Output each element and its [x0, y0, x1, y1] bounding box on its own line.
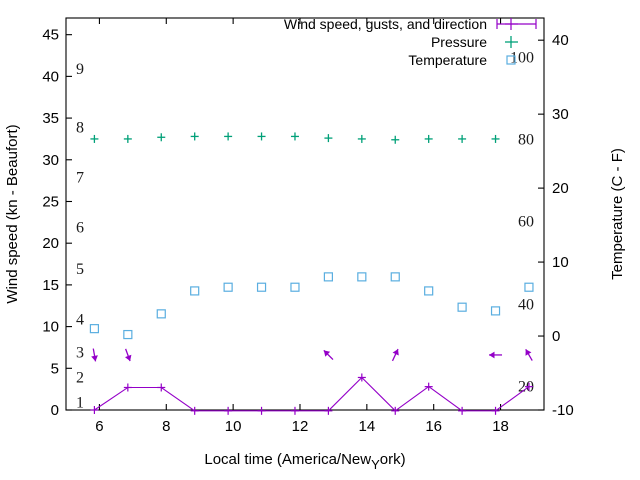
beaufort-label: 1 [76, 395, 84, 412]
left-tick-label: 15 [42, 277, 59, 294]
left-tick-label: 45 [42, 27, 59, 44]
beaufort-label: 7 [76, 169, 84, 186]
beaufort-label: 6 [76, 220, 84, 237]
temperature-point [490, 306, 501, 316]
left-tick-label: 30 [42, 152, 59, 169]
temperature-point [357, 272, 367, 282]
fahrenheit-label: 60 [518, 214, 534, 231]
arrow-head [489, 351, 495, 359]
x-tick-label: 6 [95, 418, 103, 435]
temperature-point [89, 324, 100, 334]
fahrenheit-label: 100 [510, 49, 534, 66]
beaufort-label: 9 [76, 61, 84, 78]
plot-frame [65, 17, 545, 411]
fahrenheit-label: 80 [518, 132, 534, 149]
x-tick-label: 12 [292, 418, 309, 435]
y-axis-right-label: Temperature (C - F) [609, 148, 626, 280]
x-tick-label: 10 [225, 418, 242, 435]
x-axis-label: Local time (America/NewYork) [204, 451, 405, 472]
arrow-head [525, 349, 532, 356]
legend-label-temperature: Temperature [408, 52, 487, 68]
series-pressure [90, 132, 500, 144]
wind-direction-arrow [525, 348, 533, 361]
wind-direction-arrow [489, 351, 503, 359]
temperature-point [524, 282, 534, 292]
right-tick-label: 10 [552, 254, 569, 271]
arrow-head [125, 354, 132, 362]
fahrenheit-label: 40 [518, 296, 534, 313]
chart-legend: Wind speed, gusts, and direction Pressur… [284, 16, 537, 68]
left-tick-label: 20 [42, 235, 59, 252]
legend-marker-wind-speed [496, 18, 537, 30]
temperature-point [190, 286, 200, 296]
temperature-point [323, 272, 333, 282]
beaufort-label: 2 [76, 370, 84, 387]
temperature-point [290, 282, 300, 292]
wind-direction-arrow [125, 348, 132, 362]
arrow-head [392, 349, 399, 356]
series-temperature [89, 272, 534, 340]
temperature-point [256, 282, 267, 292]
x-tick-label: 14 [358, 418, 375, 435]
left-tick-label: 25 [42, 193, 59, 210]
legend-marker-pressure [505, 36, 518, 48]
temperature-point [424, 286, 434, 296]
x-tick-label: 18 [492, 418, 509, 435]
left-tick-label: 40 [42, 68, 59, 85]
left-tick-label: 0 [51, 402, 59, 419]
right-tick-label: 0 [552, 328, 560, 345]
wind-direction-arrows [91, 348, 533, 362]
legend-label-pressure: Pressure [431, 34, 487, 50]
beaufort-label: 4 [76, 311, 84, 328]
temperature-point [223, 282, 233, 292]
beaufort-scale-labels: 1 2 3 4 5 6 7 8 9 [76, 61, 84, 412]
left-axis-ticks: 0 5 10 15 20 25 30 35 40 45 [42, 27, 72, 419]
wind-direction-arrow [323, 349, 334, 361]
right-tick-label: 30 [552, 106, 569, 123]
wind-speed-line [94, 376, 530, 412]
left-tick-label: 10 [42, 319, 59, 336]
y-axis-left-label: Wind speed (kn - Beaufort) [4, 124, 21, 303]
temperature-point [123, 329, 133, 340]
right-tick-label: 40 [552, 32, 569, 49]
legend-label-wind-speed: Wind speed, gusts, and direction [284, 16, 487, 32]
right-axis-ticks: -10 0 10 20 30 40 [538, 32, 574, 419]
beaufort-label: 8 [76, 119, 84, 136]
x-tick-label: 16 [425, 418, 442, 435]
temperature-point [156, 309, 166, 319]
left-tick-label: 5 [51, 360, 59, 377]
x-tick-label: 8 [162, 418, 170, 435]
arrow-head [91, 355, 98, 362]
wind-direction-arrow [91, 348, 98, 362]
right-tick-label: 20 [552, 180, 569, 197]
wind-direction-arrow [391, 348, 399, 362]
temperature-point [457, 302, 467, 312]
beaufort-label: 5 [76, 261, 84, 278]
beaufort-label: 3 [76, 345, 84, 362]
temperature-point [390, 272, 400, 282]
legend-marker-temperature [506, 55, 516, 65]
x-axis-ticks: 6 8 10 12 14 16 18 [95, 18, 509, 435]
series-wind-speed [90, 373, 533, 415]
arrow-head [323, 350, 331, 357]
right-tick-label: -10 [552, 402, 574, 419]
left-tick-label: 35 [42, 110, 59, 127]
